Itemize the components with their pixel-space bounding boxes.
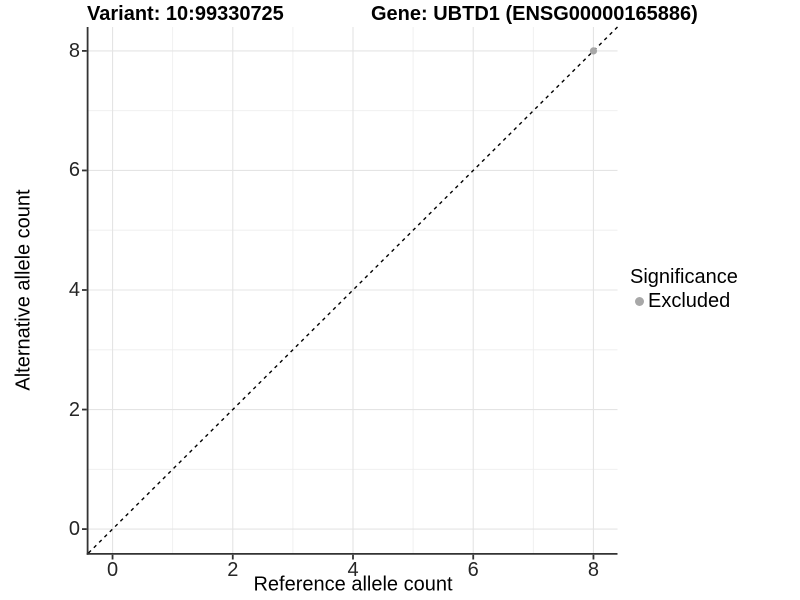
- legend: Significance Excluded: [630, 266, 738, 313]
- x-tick-label: 6: [467, 559, 479, 581]
- x-axis-title: Reference allele count: [253, 573, 453, 596]
- x-tick-label: 8: [587, 559, 600, 581]
- x-tick-label: 2: [227, 559, 239, 581]
- plot-title-variant: Variant: 10:99330725: [87, 3, 284, 25]
- legend-item-excluded: Excluded: [630, 290, 738, 313]
- y-axis-title: Alternative allele count: [12, 189, 35, 391]
- legend-title: Significance: [630, 266, 738, 288]
- excluded-point-icon: [634, 297, 644, 306]
- x-tick-label: 4: [347, 559, 359, 581]
- y-tick-label: 8: [68, 39, 80, 62]
- y-tick-label: 2: [68, 398, 80, 421]
- legend-key: [630, 293, 648, 311]
- data-point: [589, 47, 598, 55]
- legend-item-label: Excluded: [648, 290, 731, 312]
- y-tick-label: 4: [68, 279, 80, 301]
- y-tick-label: 6: [68, 159, 80, 182]
- plot-title-gene: Gene: UBTD1 (ENSG00000165886): [371, 3, 698, 25]
- x-tick-label: 0: [106, 559, 119, 581]
- y-tick-label: 0: [68, 518, 80, 541]
